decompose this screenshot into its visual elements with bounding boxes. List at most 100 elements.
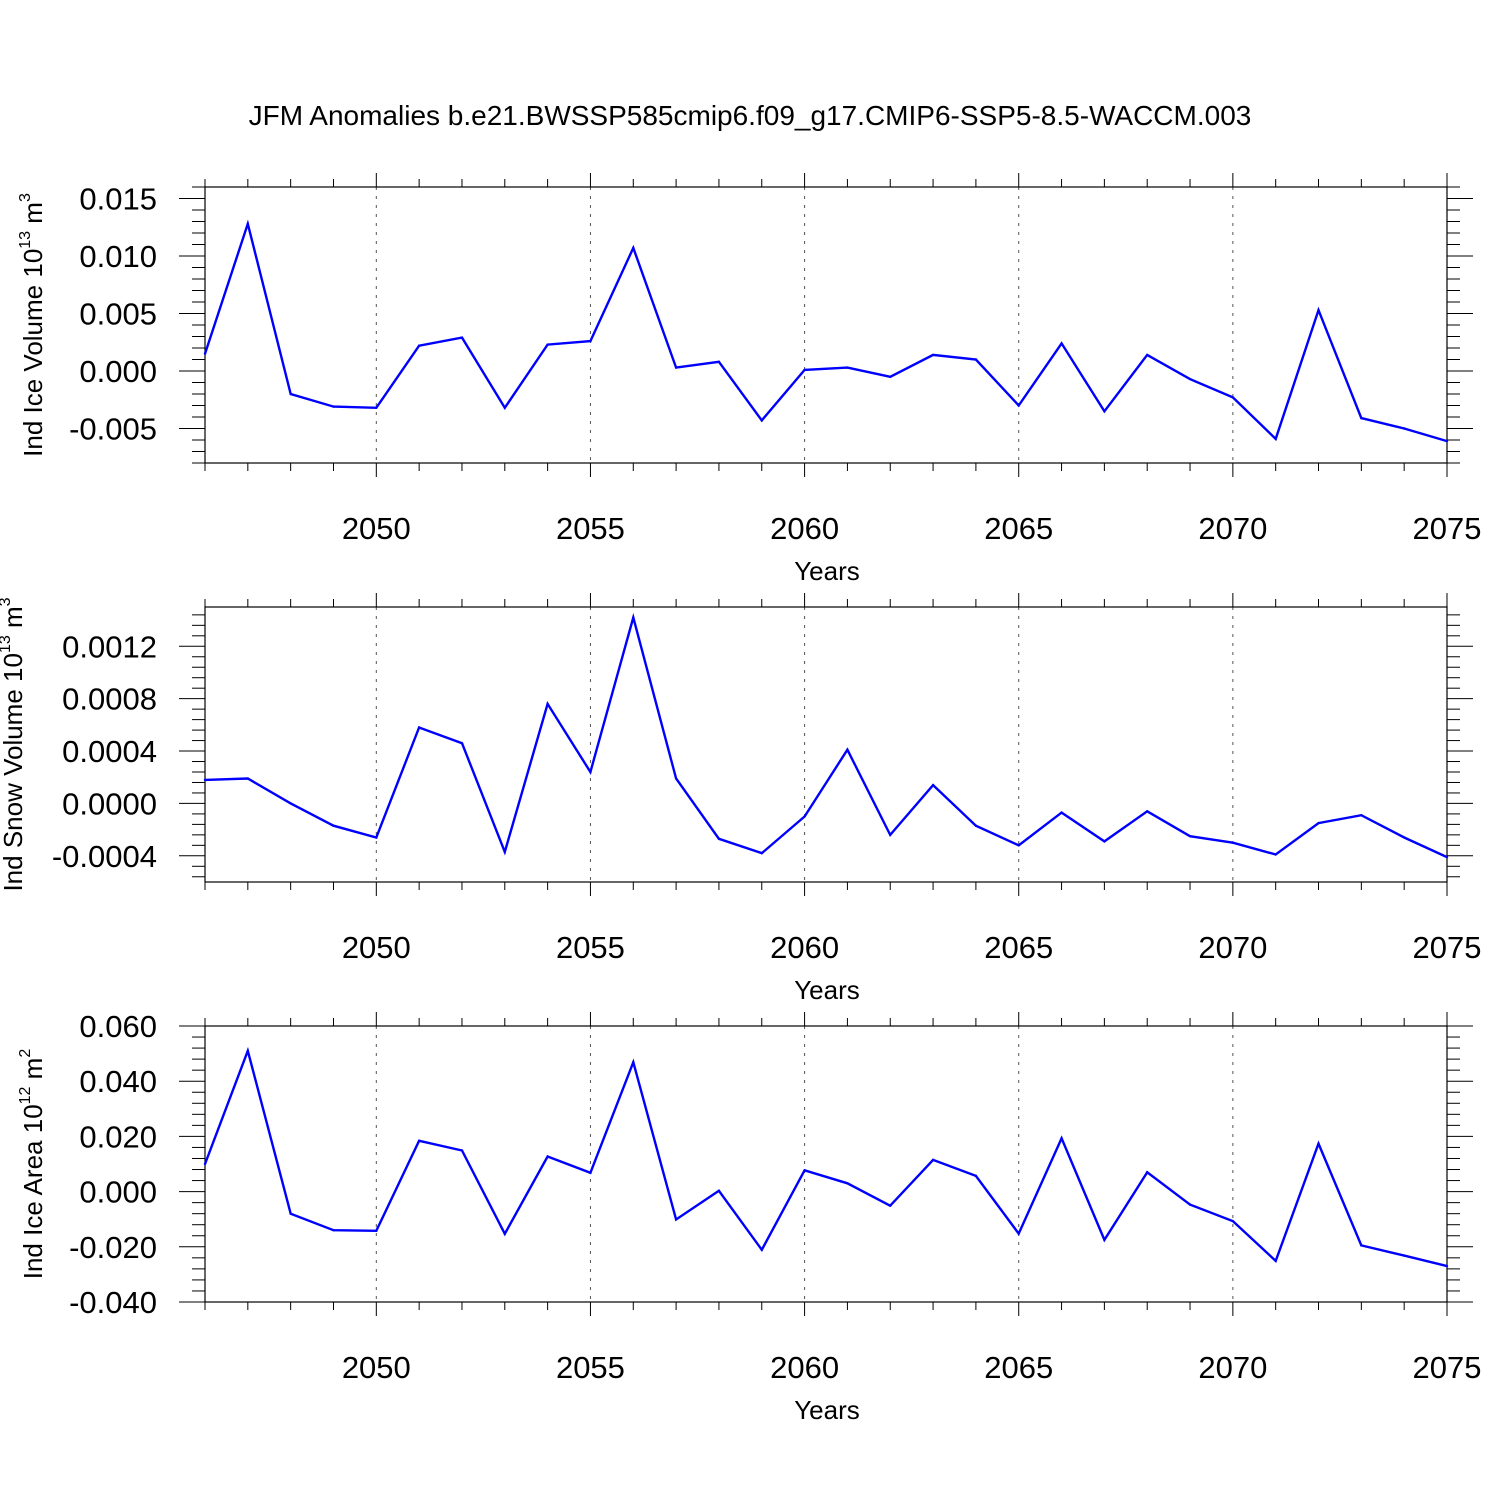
data-point [931,783,935,787]
data-point [803,815,806,818]
data-point [203,1162,207,1166]
y-tick-label: 0.020 [79,1119,157,1154]
data-point [332,1229,335,1232]
data-point [503,1232,506,1236]
x-tick-label: 2055 [556,511,625,546]
data-point [931,1158,935,1162]
data-point [974,358,978,361]
y-axis-label-unit: m [0,606,28,635]
y-tick-label: -0.0004 [52,839,157,874]
plot-frame [204,186,1448,464]
data-point [1445,1264,1449,1268]
y-tick-label: 0.015 [79,182,157,217]
x-tick-label: 2065 [984,930,1053,965]
data-point [803,1169,806,1172]
data-point [1103,410,1106,413]
y-axis-label-main: Ind Ice Area 10 [18,1104,48,1279]
y-tick-label: -0.040 [69,1285,157,1320]
x-tick-label: 2075 [1413,1350,1482,1385]
data-point [717,837,721,840]
data-point [1103,840,1106,843]
data-point [289,392,292,396]
data-point [1445,439,1449,443]
data-point [1060,811,1063,814]
chart-panel-3: 2050 2055 2060 2065 2070 2075 Years -0.040 -0.02… [17,1009,1481,1425]
data-point [589,770,592,774]
data-point [417,726,421,729]
data-point [1402,836,1406,839]
y-tick-label: 0.0012 [62,629,157,664]
data-point [332,824,335,827]
data-point [974,824,978,827]
data-point [1274,1259,1277,1263]
x-tick-label: 2075 [1413,930,1482,965]
data-point [632,246,635,250]
data-point [1274,437,1277,441]
data-point [803,368,806,372]
data-point [546,1155,549,1158]
data-point [632,616,635,619]
data-point [717,1189,721,1192]
chart-panel-2: 2050 2055 2060 2065 2070 2075 Years -0.0004 0.00… [0,593,1481,1005]
data-point [760,1248,763,1252]
data-point [674,366,678,369]
data-point [503,406,506,409]
y-tick-label: 0.040 [79,1064,157,1099]
data-point [289,1212,292,1215]
plot-frame [204,606,1448,883]
x-tick-label: 2070 [1198,930,1267,965]
data-point [1360,416,1363,420]
x-tick-label: 2060 [770,930,839,965]
data-point [760,851,763,855]
y-axis-label-exp: 13 [0,635,14,653]
data-point [717,360,721,363]
data-point [1060,1137,1063,1140]
y-axis-label-main: Ind Ice Volume 10 [18,249,48,457]
data-point [1017,844,1020,847]
data-point [1231,1219,1235,1223]
data-point [203,778,207,782]
panels: 2050 2055 2060 2065 2070 2075 Years -0.005 0.000… [0,173,1481,1425]
x-tick-label: 2050 [342,930,411,965]
data-point [589,339,592,343]
data-point [1146,810,1149,813]
y-axis-label-exp: 13 [17,231,34,249]
y-tick-label: 0.000 [79,1175,157,1210]
y-tick-label: -0.020 [69,1230,157,1265]
x-tick-label: 2055 [556,930,625,965]
data-point [931,353,935,357]
y-axis-label-exp: 12 [17,1086,34,1104]
y-tick-label: 0.0008 [62,682,157,717]
data-point [760,419,763,422]
data-point [460,1149,464,1152]
y-axis-label: Ind Snow Volume 1013 m3 [0,597,28,891]
data-point [460,741,464,745]
data-point [1060,342,1063,345]
y-axis-label-unit: m [18,1058,48,1087]
data-point [1017,1232,1020,1235]
data-point [503,850,506,854]
data-point [246,777,250,780]
y-axis-label-unit: m [18,202,48,231]
data-point [375,1229,378,1232]
data-point [674,1218,678,1221]
data-point [246,1049,250,1053]
figure-title: JFM Anomalies b.e21.BWSSP585cmip6.f09_g1… [249,100,1252,131]
data-point [1274,853,1277,856]
data-point [1103,1238,1106,1242]
data-point [1188,834,1192,838]
data-point [1317,308,1320,312]
series-line [204,612,1448,859]
plot-frame [204,1025,1448,1303]
data-point [1017,404,1020,407]
data-point [889,375,892,378]
data-point [417,344,421,347]
x-tick-label: 2070 [1198,511,1267,546]
data-point [289,802,292,805]
data-point [889,833,892,837]
data-point [674,777,678,780]
y-axis-label-main: Ind Snow Volume 10 [0,653,28,892]
data-point [846,1182,849,1185]
data-point [460,336,464,339]
